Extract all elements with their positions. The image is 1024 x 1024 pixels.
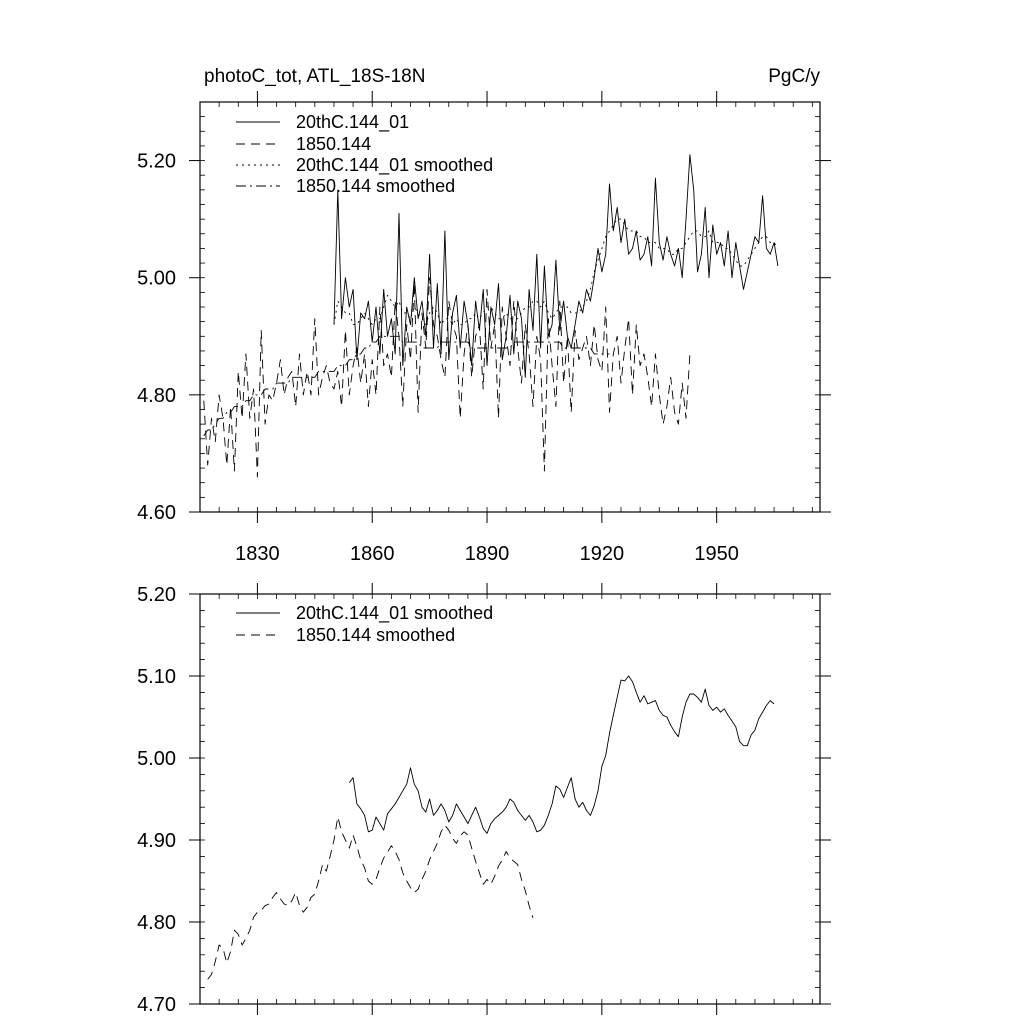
top-y-tick-label: 5.20 bbox=[137, 151, 176, 173]
top-x-tick-label: 1890 bbox=[465, 543, 510, 565]
top-series-1850-144-smoothed bbox=[203, 335, 610, 437]
top-y-tick-label: 4.60 bbox=[137, 502, 176, 524]
top-axes: 1830 1860 1890 1920 1950 4.60 4.80 5.00 5.20 bbox=[137, 91, 831, 565]
top-series-1850-144 bbox=[203, 277, 691, 478]
top-chart: photoC_tot, ATL_18S-18N PgC/y 1830 1860 18… bbox=[137, 66, 831, 565]
top-x-tick-label: 1860 bbox=[350, 543, 395, 565]
bottom-y-tick-label: 5.00 bbox=[137, 748, 176, 770]
top-series-group bbox=[203, 154, 779, 478]
bottom-series-20thc-144-01-smoothed bbox=[348, 675, 775, 834]
bottom-plot-frame bbox=[199, 593, 821, 1005]
top-plot-frame bbox=[199, 101, 821, 513]
bottom-legend-label-1: 20thC.144_01 smoothed bbox=[296, 603, 493, 624]
top-legend-label-2: 1850.144 bbox=[296, 134, 371, 154]
bottom-series-1850-144-smoothed bbox=[207, 816, 534, 980]
bottom-y-tick-label: 4.70 bbox=[137, 994, 176, 1016]
bottom-axes: 4.70 4.80 4.90 5.00 5.10 5.20 bbox=[137, 583, 831, 1016]
top-y-tick-label: 5.00 bbox=[137, 268, 176, 290]
top-x-tick-label: 1830 bbox=[235, 543, 280, 565]
bottom-series-group bbox=[207, 675, 775, 980]
top-series-20thc-144-01 bbox=[333, 154, 779, 378]
top-chart-units: PgC/y bbox=[768, 66, 820, 87]
bottom-chart: 4.70 4.80 4.90 5.00 5.10 5.20 20thC.144_01 sm… bbox=[137, 583, 831, 1016]
top-legend-label-1: 20thC.144_01 bbox=[296, 112, 409, 133]
top-chart-title: photoC_tot, ATL_18S-18N bbox=[204, 66, 425, 87]
bottom-y-tick-label: 4.80 bbox=[137, 912, 176, 934]
bottom-y-tick-label: 5.10 bbox=[137, 666, 176, 688]
top-x-tick-label: 1950 bbox=[694, 543, 739, 565]
top-legend: 20thC.144_01 1850.144 20thC.144_01 smoot… bbox=[236, 112, 493, 196]
top-legend-label-3: 20thC.144_01 smoothed bbox=[296, 155, 493, 176]
bottom-y-tick-label: 5.20 bbox=[137, 584, 176, 606]
top-legend-label-4: 1850.144 smoothed bbox=[296, 176, 455, 196]
bottom-legend: 20thC.144_01 smoothed 1850.144 smoothed bbox=[236, 603, 493, 645]
top-y-tick-label: 4.80 bbox=[137, 385, 176, 407]
bottom-legend-label-2: 1850.144 smoothed bbox=[296, 625, 455, 645]
bottom-y-tick-label: 4.90 bbox=[137, 830, 176, 852]
top-x-tick-label: 1920 bbox=[580, 543, 625, 565]
